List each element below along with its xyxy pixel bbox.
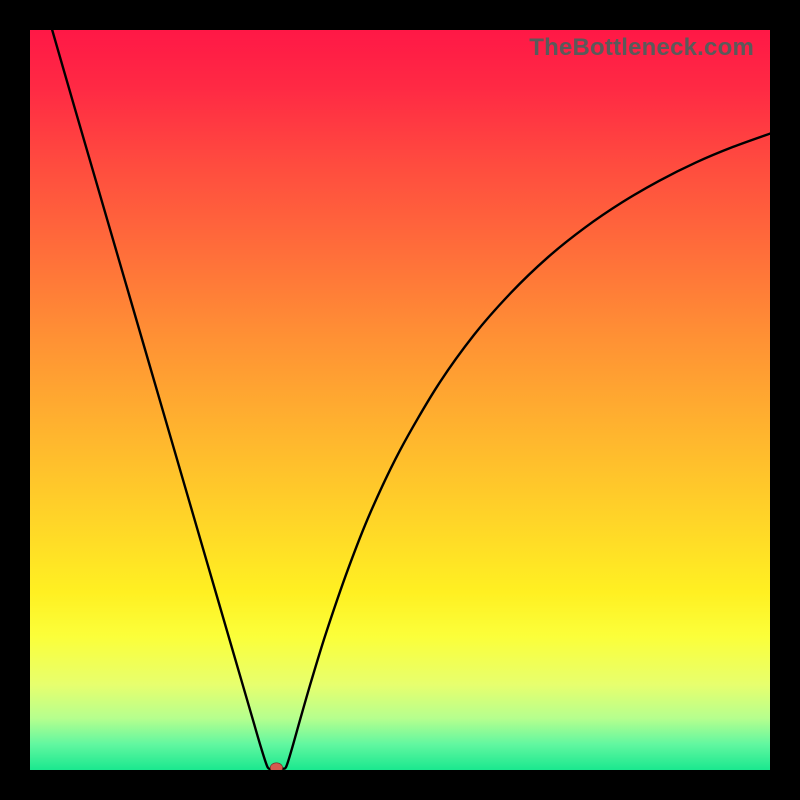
chart-frame: TheBottleneck.com <box>0 0 800 800</box>
bottleneck-curve-chart <box>30 30 770 770</box>
minimum-marker <box>270 763 282 770</box>
gradient-background <box>30 30 770 770</box>
watermark-label: TheBottleneck.com <box>529 34 754 62</box>
plot-area <box>30 30 770 770</box>
